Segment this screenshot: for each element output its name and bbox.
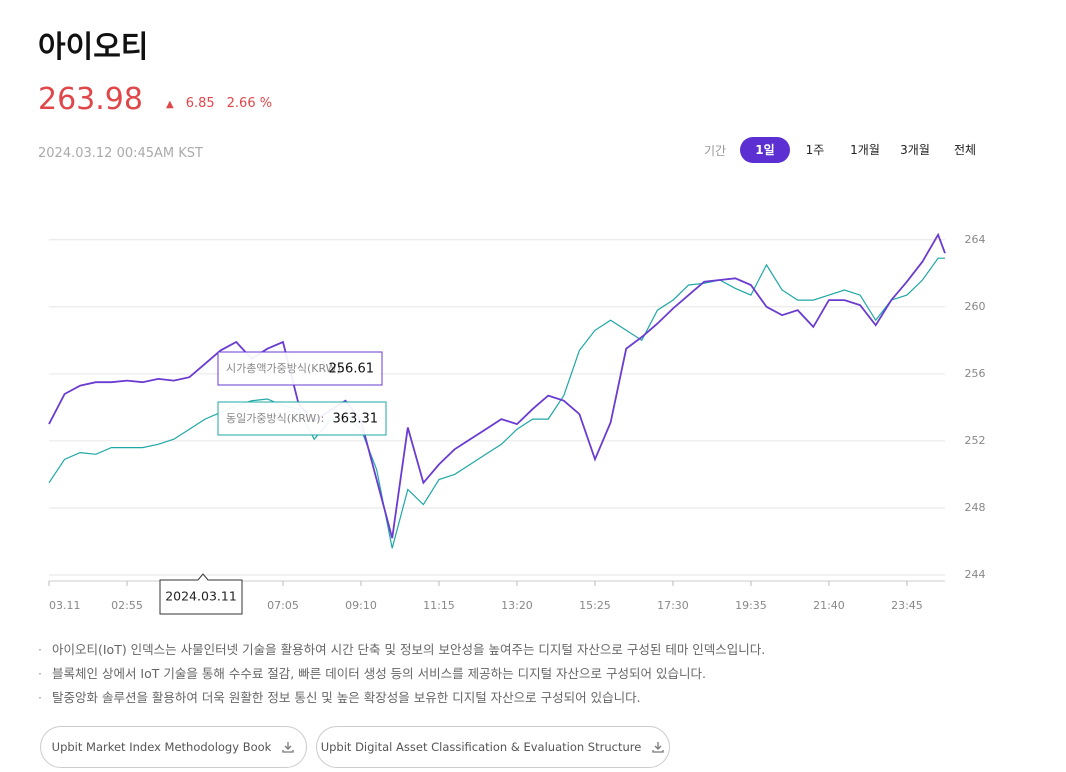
x-tick-label: 09:10 (345, 599, 377, 612)
change-value: 6.85 (185, 96, 215, 111)
period-tab[interactable]: 3개월 (900, 143, 930, 157)
y-tick-label: 252 (965, 434, 986, 447)
x-tick-label: 19:35 (735, 599, 767, 612)
x-tick-label: 03.11 (49, 599, 81, 612)
period-label: 기간 (703, 143, 727, 158)
change: ▲ 6.85 2.66 % (166, 96, 273, 111)
tooltip-value: 256.61 (329, 362, 375, 377)
x-tick-label: 17:30 (657, 599, 689, 612)
x-tick-label: 13:20 (501, 599, 533, 612)
period-tab[interactable]: 1개월 (850, 143, 880, 157)
y-tick-label: 256 (965, 367, 986, 380)
link-button[interactable]: Upbit Market Index Methodology Book (40, 726, 307, 768)
y-tick-label: 260 (965, 300, 986, 313)
description-line: 탈중앙화 솔루션을 활용하여 더욱 원활한 정보 통신 및 높은 확장성을 보유… (38, 686, 765, 710)
timestamp: 2024.03.12 00:45AM KST (38, 146, 203, 161)
index-title: 아이오티 (38, 30, 149, 65)
link-button[interactable]: Upbit Digital Asset Classification & Eva… (316, 726, 670, 768)
tooltip-label: 시가총액가중방식(KRW): (226, 362, 345, 375)
change-rate: 2.66 % (226, 96, 273, 111)
period-tab[interactable]: 1일 (740, 137, 790, 163)
y-tick-label: 244 (965, 568, 986, 581)
series-line (48, 257, 945, 549)
tooltip-date-box (159, 573, 243, 615)
tooltip-label: 동일가중방식(KRW): (226, 411, 324, 425)
download-icon (282, 742, 294, 753)
tooltip-box (217, 351, 383, 386)
series-line (48, 232, 946, 539)
period-tab[interactable]: 1주 (805, 143, 825, 157)
x-tick-label: 02:55 (111, 599, 143, 612)
tooltip-value: 363.31 (333, 412, 379, 427)
chart: 244 248 252 256 260 264 03.11 02:55 07:05 09:10 11… (48, 232, 986, 615)
y-tick-label: 264 (965, 233, 986, 246)
description: 아이오티(IoT) 인덱스는 사물인터넷 기술을 활용하여 시간 단축 및 정보… (38, 638, 765, 710)
x-tick-label: 21:40 (813, 599, 845, 612)
x-tick-label: 15:25 (579, 599, 611, 612)
link-text: Upbit Digital Asset Classification & Eva… (320, 740, 642, 754)
x-tick-label: 11:15 (423, 599, 455, 612)
tooltip-date: 2024.03.11 (165, 589, 237, 604)
description-line: 블록체인 상에서 IoT 기술을 통해 수수료 절감, 빠른 데이터 생성 등의… (38, 662, 765, 686)
period-tab[interactable]: 전체 (953, 143, 977, 157)
tooltip-box (217, 401, 387, 436)
link-text: Upbit Market Index Methodology Book (51, 740, 272, 754)
x-tick-label: 23:45 (891, 599, 923, 612)
description-line: 아이오티(IoT) 인덱스는 사물인터넷 기술을 활용하여 시간 단축 및 정보… (38, 638, 765, 662)
price: 263.98 (38, 82, 143, 117)
period-tabs: 기간 1일 1주 1개월 3개월 전체 (690, 137, 990, 163)
y-tick-label: 248 (965, 501, 986, 514)
x-tick-label: 07:05 (267, 599, 299, 612)
download-icon (652, 742, 664, 753)
